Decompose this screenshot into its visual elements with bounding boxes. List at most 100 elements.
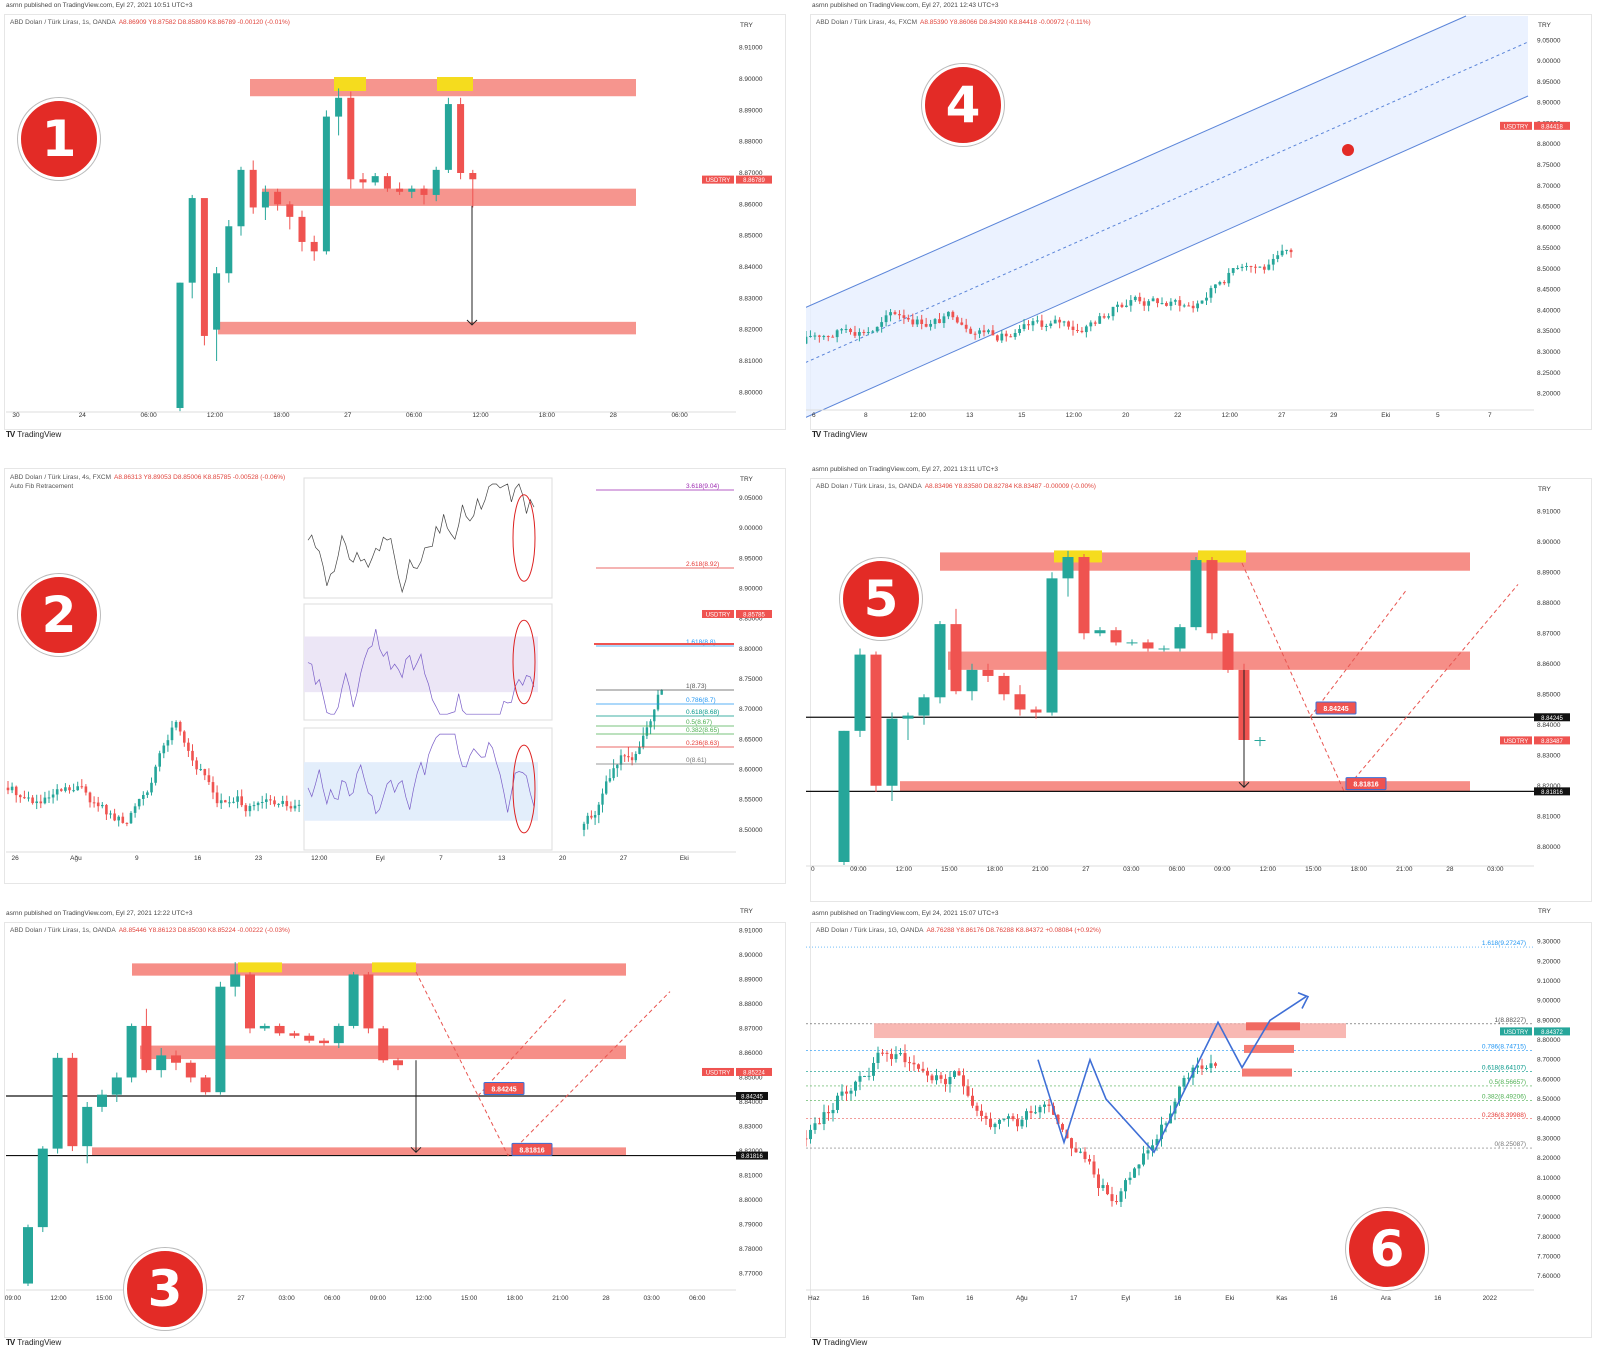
candle [871,331,875,333]
chart-panel-2: ABD Doları / Türk Lirası, 4s, FXCM A8.863… [0,464,790,896]
highlight-circle [512,744,536,834]
candle [457,104,465,173]
y-tick-label: 8.91000 [739,927,763,934]
candle [76,786,79,791]
x-tick-label: 15:00 [941,866,958,873]
price-chart[interactable]: 9.30000 9.20000 9.10000 9.00000 8.90000 8.800… [806,908,1596,1352]
candle [1014,694,1026,710]
resistance-zone [948,651,1470,670]
x-tick-label: 20 [559,855,567,862]
candle [1098,316,1102,324]
candle [1036,320,1039,322]
symbol-label: ABD Doları / Türk Lirası, 1s, OANDA [10,19,116,26]
candle [141,1025,152,1071]
candle [921,1068,925,1071]
x-tick-label: 27 [1278,412,1286,419]
candle [1089,322,1093,327]
candle [616,764,619,769]
y-tick-label: 8.81000 [1537,813,1561,820]
price-chart[interactable]: 9.050009.000008.950008.900008.850008.800… [0,464,790,896]
candle [593,815,597,818]
published-line: asrnn published on TradingView.com, Eyl … [6,910,193,917]
price-chart[interactable]: 8.91000 8.90000 8.89000 8.88000 8.87000 8.860… [0,908,790,1352]
candle [52,1057,63,1149]
panel-number-badge: 5 [840,558,922,640]
y-tick-label: 8.95000 [1537,79,1561,86]
x-tick-label: 15:00 [1305,866,1322,873]
candle [117,816,120,821]
projection-path [1309,590,1407,718]
price-chart[interactable]: 8.91000 8.90000 8.89000 8.88000 8.87000 8.860… [806,464,1596,904]
symbol-line: ABD Doları / Türk Lirası, 1s, OANDA A8.83… [816,483,1096,490]
candle [1262,266,1266,270]
currency-label: TRY [1538,22,1552,29]
symbol-line: ABD Doları / Türk Lirası, 1s, OANDA A8.85… [10,927,290,934]
candle [126,1025,137,1078]
y-tick-label: 8.80000 [1537,1037,1561,1044]
candle [261,191,269,208]
price-tag-symbol-bg [702,1067,734,1076]
fib-level-label: 0.786(8.74715) [1482,1043,1526,1050]
candle [1142,301,1146,306]
x-tick-label: 18:00 [987,866,1004,873]
candle [889,312,892,316]
symbol-label: ABD Doları / Türk Lirası, 4s, FXCM [816,19,918,26]
y-tick-label: 8.95000 [739,555,763,562]
candle [1190,560,1202,628]
highlight-circle [512,619,536,705]
candle [930,1075,934,1081]
candle [240,796,243,806]
candle [998,675,1010,695]
wave-path [1037,996,1307,1154]
x-tick-label: Eki [680,855,689,862]
candle [608,778,612,782]
y-tick-label: 8.20000 [1537,1155,1561,1162]
channel-upper [806,15,1467,308]
candle [225,226,233,274]
candle [348,974,359,1026]
y-tick-label: 8.35000 [1537,328,1561,335]
candle [947,311,950,317]
candle [211,782,215,793]
candle [47,797,51,799]
chart-panel-5: asrnn published on TradingView.com, Eyl … [806,464,1596,904]
x-tick-label: 13 [966,412,974,419]
candle [980,1110,983,1116]
candle [858,332,861,336]
candle [630,757,634,761]
candle [831,336,835,338]
y-tick-label: 8.50000 [1537,266,1561,273]
x-tick-label: 27 [344,412,352,419]
candle [55,789,59,795]
candle [1102,316,1106,318]
y-tick-label: 8.90000 [1537,539,1561,546]
candle [995,335,999,341]
candle [137,798,141,807]
price-chart[interactable]: 9.050009.000008.950008.900008.850008.800… [806,0,1596,444]
x-tick-label: 16 [1174,1295,1182,1302]
candle [256,802,260,806]
candle [982,330,986,333]
chart-panel-6: asrnn published on TradingView.com, Eyl … [806,908,1596,1352]
candle [924,324,928,327]
price-chart[interactable]: 8.91000 8.90000 8.89000 8.88000 8.87000 8.860… [0,0,790,444]
y-tick-label: 8.60000 [1537,224,1561,231]
y-tick-label: 8.80000 [1537,141,1561,148]
candle [898,314,901,316]
candle [215,986,226,1093]
candle [1158,648,1170,650]
candle [1289,249,1293,253]
candle [1106,1185,1109,1195]
candle [1083,1151,1087,1160]
price-tag-value: 8.86789 [743,178,765,184]
candle [158,753,161,767]
candle [224,800,227,803]
candle [31,797,34,804]
candle [1146,1150,1150,1154]
y-tick-label: 8.45000 [1537,287,1561,294]
candle [1178,1086,1181,1102]
symbol-line: ABD Doları / Türk Lirası, 1G, OANDA A8.76… [816,927,1101,934]
y-tick-label: 8.50000 [1537,1096,1561,1103]
candle [97,1094,107,1107]
candle [1046,578,1058,713]
